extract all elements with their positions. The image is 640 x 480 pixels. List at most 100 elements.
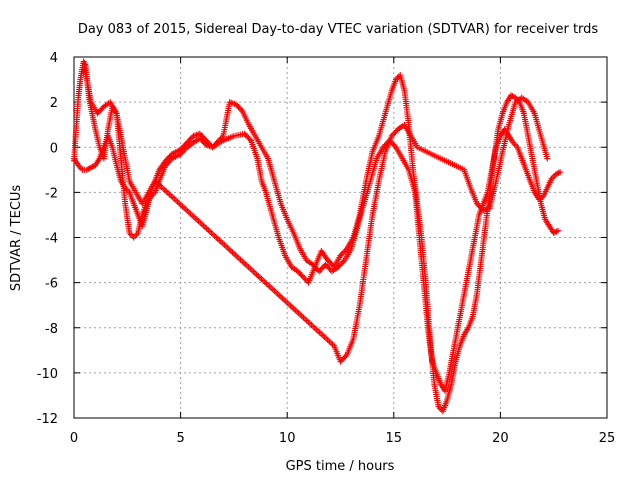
data-point (235, 104, 242, 111)
data-point (212, 141, 219, 148)
data-point (162, 157, 169, 164)
data-point (207, 141, 214, 148)
data-point (185, 138, 192, 145)
data-point (178, 145, 185, 152)
data-point (335, 263, 342, 270)
data-point (318, 265, 325, 272)
data-point (316, 268, 323, 275)
data-point (476, 203, 483, 210)
data-point (210, 142, 217, 149)
data-point (309, 261, 316, 268)
data-point (477, 204, 484, 211)
data-point (218, 134, 225, 141)
data-point (389, 140, 396, 147)
data-point (94, 110, 101, 117)
x-tick-label: 0 (70, 431, 78, 446)
data-point (180, 143, 187, 150)
data-point (182, 141, 189, 148)
data-point (181, 142, 188, 149)
data-point (341, 248, 348, 255)
data-point (132, 232, 139, 239)
data-point (246, 136, 253, 143)
y-tick-label: 4 (50, 51, 58, 66)
data-point (98, 106, 105, 113)
data-point (165, 155, 172, 162)
y-tick-label: -10 (37, 367, 58, 382)
data-point (241, 130, 248, 137)
data-point (130, 234, 137, 241)
data-point (322, 261, 329, 268)
data-point (302, 276, 309, 283)
data-point (341, 354, 348, 361)
data-point (323, 262, 330, 269)
data-point (340, 355, 347, 362)
data-point (313, 265, 320, 272)
chart-title: Day 083 of 2015, Sidereal Day-to-day VTE… (78, 22, 599, 37)
y-tick-label: -4 (45, 232, 58, 247)
data-point (324, 257, 331, 264)
data-point (187, 135, 194, 142)
data-point (326, 265, 333, 272)
grid (74, 57, 607, 418)
data-point (390, 141, 397, 148)
data-point (392, 128, 399, 135)
data-point (337, 358, 344, 365)
data-point (475, 202, 482, 209)
data-point (336, 262, 343, 269)
data-point (203, 137, 210, 144)
y-tick-label: -2 (45, 186, 58, 201)
data-point (95, 109, 102, 116)
data-marks (71, 58, 564, 415)
series-trace-b (71, 99, 564, 394)
x-tick-label: 15 (386, 431, 403, 446)
data-point (338, 251, 345, 258)
data-point (297, 271, 304, 278)
y-tick-labels: -12 -10 -8 -6 -4 -2 0 2 4 (37, 51, 58, 427)
data-point (553, 228, 560, 235)
data-point (198, 132, 205, 139)
data-point (196, 130, 203, 137)
series-trace-a (71, 58, 561, 415)
data-point (338, 357, 345, 364)
data-point (214, 138, 221, 145)
data-point (340, 249, 347, 256)
data-point (555, 169, 562, 176)
data-point (236, 105, 243, 112)
data-point (327, 259, 334, 266)
data-point (186, 137, 193, 144)
data-point (325, 258, 332, 265)
data-point (163, 156, 170, 163)
data-point (391, 130, 398, 137)
axis-ticks (73, 56, 608, 419)
y-tick-label: -12 (37, 412, 58, 427)
data-point (298, 272, 305, 279)
y-tick-label: 2 (50, 96, 58, 111)
data-point (183, 139, 190, 146)
data-point (554, 227, 561, 234)
data-point (544, 155, 551, 162)
data-point (342, 353, 349, 360)
data-point (205, 140, 212, 147)
data-point (166, 153, 173, 160)
data-point (233, 101, 240, 108)
data-point (216, 137, 223, 144)
data-point (177, 146, 184, 153)
x-tick-label: 10 (279, 431, 296, 446)
data-point (245, 134, 252, 141)
x-tick-label: 5 (176, 431, 184, 446)
data-point (337, 252, 344, 259)
series-trace-c (81, 65, 551, 365)
data-point (242, 132, 249, 139)
data-point (317, 266, 324, 273)
data-point (311, 262, 318, 269)
data-point (209, 144, 216, 151)
data-point (557, 169, 564, 176)
x-axis-label: GPS time / hours (286, 459, 395, 474)
data-point (391, 142, 398, 149)
data-point (389, 131, 396, 138)
x-tick-label: 20 (492, 431, 509, 446)
x-tick-labels: 0 5 10 15 20 25 (70, 431, 615, 446)
data-point (213, 140, 220, 147)
y-tick-label: -8 (45, 322, 58, 337)
